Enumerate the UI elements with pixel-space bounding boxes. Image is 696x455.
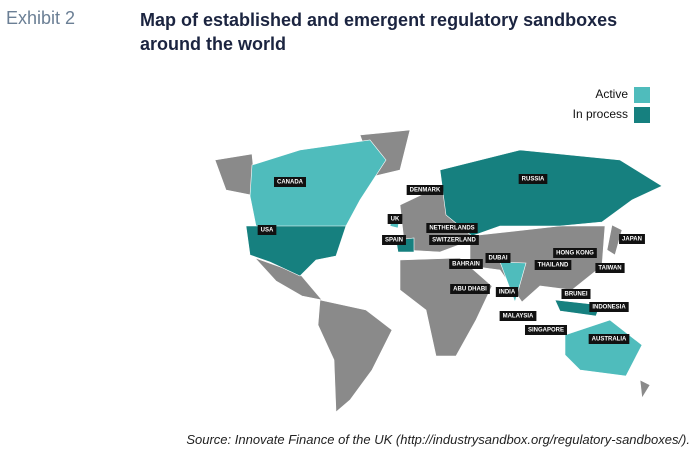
country-label: HONG KONG — [553, 248, 597, 258]
country-name: USA — [261, 228, 274, 234]
country-name: BAHRAIN — [452, 262, 480, 268]
label-box — [257, 225, 277, 235]
country-label: MALAYSIA — [499, 311, 537, 321]
country-name: AUSTRALIA — [592, 337, 627, 343]
country-name: DUBAI — [489, 256, 508, 262]
country-label: DENMARK — [406, 185, 444, 195]
label-box — [499, 311, 537, 321]
country-name: DENMARK — [410, 188, 441, 194]
label-box — [534, 260, 572, 270]
country-label: AUSTRALIA — [588, 334, 630, 344]
country-label: UK — [387, 214, 403, 224]
label-box — [588, 334, 630, 344]
country-name: INDONESIA — [592, 305, 626, 311]
label-box — [518, 174, 548, 184]
country-name: CANADA — [277, 180, 304, 186]
label-box — [589, 302, 629, 312]
label-box — [450, 284, 490, 294]
legend-swatch — [634, 87, 650, 103]
country-label: ABU DHABI — [450, 284, 490, 294]
country-name: THAILAND — [538, 263, 569, 269]
country-label: SPAIN — [382, 235, 406, 245]
country-label: INDONESIA — [589, 302, 629, 312]
country-label: TAIWAN — [595, 263, 625, 273]
country-name: BRUNEI — [564, 292, 587, 298]
country-label: SINGAPORE — [524, 325, 568, 335]
country-name: HONG KONG — [556, 251, 594, 257]
country-name: MALAYSIA — [503, 314, 534, 320]
country-name: JAPAN — [622, 237, 642, 243]
label-box — [595, 263, 625, 273]
country-label: INDIA — [495, 287, 519, 297]
country-name: SWITZERLAND — [432, 238, 476, 244]
country-label: JAPAN — [619, 234, 645, 244]
country-label: BRUNEI — [561, 289, 591, 299]
country-label: BAHRAIN — [449, 259, 483, 269]
label-box — [619, 234, 645, 244]
country-label: CANADA — [274, 177, 306, 187]
country-label: NETHERLANDS — [426, 223, 478, 233]
country-label: USA — [257, 225, 277, 235]
map: Active In process CANADA DENMARK RUSSIA UK NE… — [214, 87, 663, 413]
country-label: SWITZERLAND — [429, 235, 479, 245]
country-label: THAILAND — [534, 260, 572, 270]
label-box — [406, 185, 444, 195]
country-name: SINGAPORE — [528, 328, 564, 334]
title: Map of established and emergent regulato… — [140, 10, 618, 54]
legend-label: Active — [595, 87, 628, 101]
label-box — [553, 248, 597, 258]
label-box — [382, 235, 406, 245]
label-box — [429, 235, 479, 245]
legend-swatch — [634, 107, 650, 123]
country-name: NETHERLANDS — [429, 226, 474, 232]
exhibit-label: Exhibit 2 — [6, 8, 76, 28]
country-name: ABU DHABI — [453, 287, 487, 293]
label-box — [387, 214, 403, 224]
country-label: RUSSIA — [518, 174, 548, 184]
country-name: SPAIN — [385, 238, 403, 244]
country-name: INDIA — [499, 290, 516, 296]
country-label: DUBAI — [485, 253, 511, 263]
country-name: RUSSIA — [522, 177, 545, 183]
legend-label: In process — [573, 107, 628, 121]
label-box — [495, 287, 519, 297]
label-box — [449, 259, 483, 269]
label-box — [524, 325, 568, 335]
label-box — [485, 253, 511, 263]
label-box — [426, 223, 478, 233]
country-name: UK — [391, 217, 400, 223]
country-name: TAIWAN — [598, 266, 621, 272]
label-box — [274, 177, 306, 187]
source: Source: Innovate Finance of the UK (http… — [186, 432, 690, 447]
label-box — [561, 289, 591, 299]
